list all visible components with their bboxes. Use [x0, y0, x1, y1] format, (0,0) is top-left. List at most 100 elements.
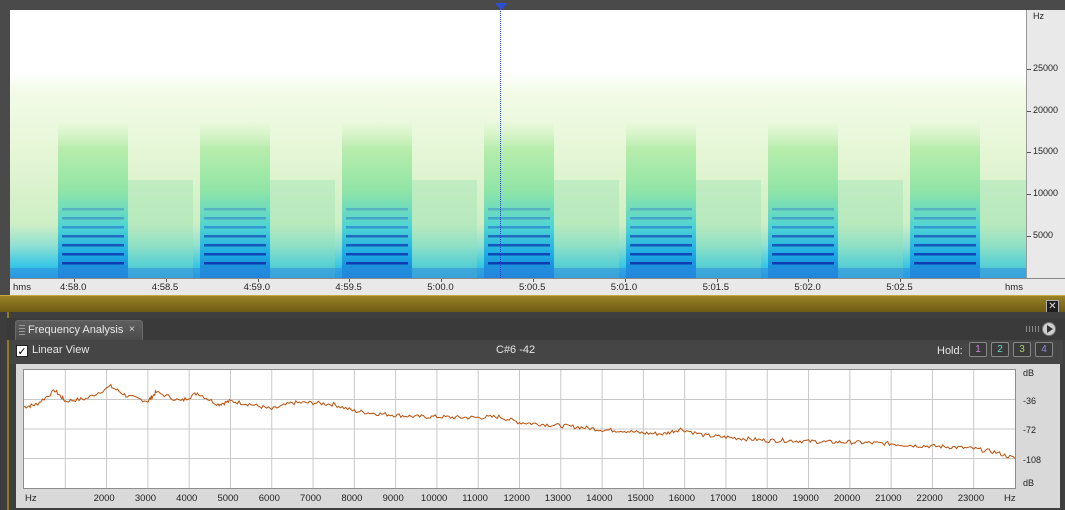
panel-grip-icon[interactable]: [1026, 326, 1040, 332]
time-tick: [716, 279, 718, 282]
harmonic-band: [346, 244, 408, 247]
tab-frequency-analysis[interactable]: Frequency Analysis ×: [15, 320, 143, 340]
spectrogram-floor: [10, 268, 1026, 278]
frequency-graph[interactable]: [23, 369, 1016, 489]
time-label: 5:00.0: [427, 282, 454, 293]
harmonic-band: [914, 235, 976, 238]
tab-close-icon[interactable]: ×: [129, 324, 135, 335]
grip-icon[interactable]: [19, 325, 25, 337]
harmonic-band: [630, 235, 692, 238]
harmonic-band: [772, 217, 834, 220]
hz-tick: [1027, 194, 1031, 196]
spectrogram-tail: [838, 180, 903, 278]
db-tick-label: -36: [1023, 395, 1037, 406]
harmonic-band: [204, 235, 266, 238]
note-readout: C#6 -42: [496, 344, 536, 356]
hz-tick-label: 12000: [503, 493, 530, 504]
time-label: 5:00.5: [519, 282, 546, 293]
spectrogram-tail: [980, 180, 1026, 278]
spectrum-series-line: [24, 383, 1015, 459]
hz-tick-label: 8000: [341, 493, 363, 504]
spectrogram-burst: [200, 120, 270, 278]
play-icon[interactable]: [1042, 322, 1056, 336]
hold-button-1[interactable]: 1: [969, 342, 987, 357]
harmonic-band: [914, 226, 976, 229]
harmonic-band: [62, 244, 124, 247]
time-label: 4:58.5: [151, 282, 179, 293]
spectrogram-tail: [412, 180, 477, 278]
harmonic-band: [488, 262, 550, 265]
harmonic-band: [62, 235, 124, 238]
hz-unit-label: Hz: [1033, 11, 1044, 21]
spectrogram-tail: [128, 180, 193, 278]
time-tick: [900, 279, 902, 282]
time-tick: [74, 279, 75, 282]
spectrogram-burst: [484, 120, 554, 278]
time-unit-left: hms: [13, 282, 31, 293]
harmonic-band: [488, 217, 550, 220]
harmonic-band: [488, 244, 550, 247]
close-panel-button[interactable]: ✕: [1046, 300, 1059, 313]
hz-tick-label: 15000: [627, 493, 654, 504]
harmonic-band: [630, 253, 692, 256]
time-label: 4:59.5: [335, 282, 362, 293]
hz-tick-label: 11000: [462, 493, 488, 504]
hz-tick: [1027, 152, 1031, 154]
spectrogram-tail: [696, 180, 761, 278]
harmonic-band: [488, 208, 550, 211]
harmonic-band: [772, 235, 834, 238]
hz-tick-label: 5000: [217, 493, 239, 504]
hz-tick-label: 14000: [586, 493, 613, 504]
spectrogram-burst: [626, 120, 696, 278]
harmonic-band: [914, 253, 976, 256]
hold-button-3[interactable]: 3: [1013, 342, 1031, 357]
harmonic-band: [204, 262, 266, 265]
hz-tick-label: 2000: [93, 493, 115, 504]
spectrogram-tail: [270, 180, 335, 278]
hz-tick-label: 18000: [751, 493, 778, 504]
top-strip: [0, 0, 1065, 10]
tab-strip: [7, 318, 1065, 340]
harmonic-band: [62, 217, 124, 220]
hold-label: Hold:: [937, 345, 963, 357]
hz-tick-label: 6000: [258, 493, 280, 504]
harmonic-band: [346, 217, 408, 220]
time-label: 5:02.0: [794, 282, 821, 293]
frequency-graph-svg: [24, 370, 1015, 488]
spectrogram-view[interactable]: [10, 10, 1026, 278]
harmonic-band: [204, 244, 266, 247]
harmonic-band: [204, 208, 266, 211]
hz-tick-label: 7000: [300, 493, 322, 504]
spectrogram-image: [10, 10, 1026, 278]
hz-unit-label-left: Hz: [25, 493, 37, 504]
db-tick-label: -108: [1023, 454, 1042, 465]
hz-tick-label: 19000: [792, 493, 819, 504]
harmonic-band: [62, 253, 124, 256]
harmonic-band: [62, 262, 124, 265]
hz-tick-label: 3000: [134, 493, 157, 504]
harmonic-band: [62, 208, 124, 211]
hz-tick-label: 9000: [382, 493, 404, 504]
linear-view-checkbox[interactable]: ✓: [16, 345, 28, 358]
hz-label: 10000: [1033, 188, 1059, 199]
harmonic-band: [488, 226, 550, 229]
hold-button-4[interactable]: 4: [1035, 342, 1053, 357]
db-tick-label: -72: [1023, 425, 1037, 435]
playhead-marker-icon[interactable]: [495, 3, 507, 10]
hold-button-2[interactable]: 2: [991, 342, 1009, 357]
time-ruler[interactable]: hms hms 4:58.0 4:58.5 4:59.0 4:59.5 5:00.0 5:…: [10, 278, 1065, 295]
time-unit-right: hms: [1005, 282, 1023, 293]
harmonic-band: [630, 208, 692, 211]
db-unit-label-top: dB: [1023, 368, 1035, 378]
playhead-line[interactable]: [500, 8, 501, 280]
time-tick: [533, 279, 534, 282]
time-tick: [441, 279, 443, 282]
time-tick: [349, 279, 351, 282]
harmonic-band: [488, 253, 550, 256]
panel-divider[interactable]: [0, 295, 1065, 312]
harmonic-band: [914, 217, 976, 220]
tab-label: Frequency Analysis: [28, 324, 124, 336]
hz-tick: [1027, 68, 1031, 70]
time-label: 4:59.0: [243, 282, 271, 293]
